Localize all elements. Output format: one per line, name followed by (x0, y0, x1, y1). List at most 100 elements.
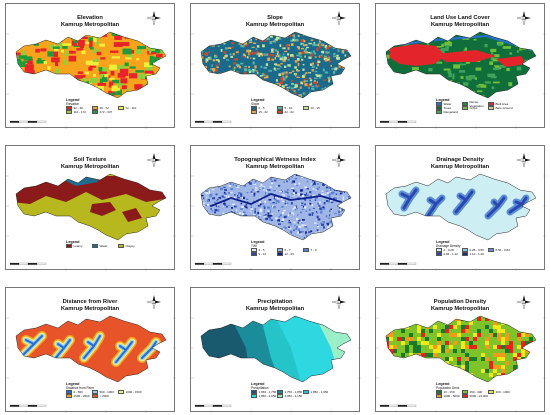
legend-subtitle: Distance from River (66, 386, 94, 390)
legend-swatch (436, 109, 442, 115)
map-title: Population Density (433, 299, 487, 305)
map-legend: Legend Drainage Density 0 - 0.28 0.28 - 0.5… (436, 240, 516, 262)
map-legend: Legend Water Dense Vegetation Built Area Tre… (436, 98, 516, 120)
legend-item: 72 - 110 (118, 105, 144, 111)
map-panel-precipitation: Precipitation Kamrup Metropolitan Legend Pr… (190, 287, 361, 413)
legend-label: Rangeland (443, 110, 459, 114)
scale-bar (9, 262, 47, 265)
scale-bar (194, 404, 232, 407)
map-canvas (6, 295, 176, 413)
map-panel-twi: Topographical Wetness Index Kamrup Metrop… (190, 145, 361, 271)
legend-swatch (92, 243, 98, 249)
legend-label: 5000 - 21,000 (469, 394, 489, 398)
legend-label: Clayey (125, 244, 135, 248)
legend-subtitle: TWI (251, 244, 257, 248)
legend-subtitle: Slope (251, 102, 260, 106)
map-subtitle: Kamrup Metropolitan (60, 163, 120, 170)
map-title: Slope (267, 15, 283, 21)
legend-label: 32 - 49 (73, 106, 83, 110)
legend-swatch (251, 393, 257, 399)
legend-label: 0.84 - 1.12 (443, 252, 458, 256)
legend-label: 172 - 337 (99, 110, 113, 114)
legend-swatch (251, 109, 257, 115)
legend-item: 5000 - 21,000 (462, 393, 489, 399)
map-canvas (376, 295, 546, 413)
legend-swatch (277, 109, 283, 115)
map-canvas (6, 153, 176, 271)
legend-subtitle: Drainage Density (436, 244, 461, 248)
legend-swatch (488, 389, 494, 395)
legend-label: 0 - 5 (258, 106, 265, 110)
legend-item: > 2000 (92, 393, 118, 399)
map-subtitle: Kamrup Metropolitan (430, 21, 490, 28)
north-arrow-icon (331, 11, 346, 26)
map-subtitle: Kamrup Metropolitan (245, 305, 305, 312)
legend-item: Clayey (118, 243, 144, 249)
legend-label: 9 - 12 (258, 252, 267, 256)
legend-label: Water (99, 244, 108, 248)
legend-swatch (66, 393, 72, 399)
legend-swatch (303, 247, 309, 253)
legend-swatch (118, 389, 124, 395)
legend-item: 10 - 15 (303, 105, 329, 111)
map-subtitle: Kamrup Metropolitan (60, 305, 120, 312)
legend-title: Legend (251, 98, 265, 102)
map-canvas (191, 295, 361, 413)
legend-label: 7 - 9 (310, 248, 317, 252)
map-legend: Legend TWI 2 - 5 5 - 7 7 - 9 9 - 12 12 - 23 (251, 240, 331, 262)
map-panel-population-density: Population Density Kamrup Metropolitan Leg… (375, 287, 546, 413)
legend-item: 1500 - 2000 (66, 393, 92, 399)
legend-label: Bare Ground (495, 106, 513, 110)
legend-swatch (303, 389, 309, 395)
legend-item: 110 - 172 (66, 109, 92, 115)
legend-label: 5 - 7 (284, 248, 291, 252)
map-title: Elevation (77, 15, 103, 21)
legend-label: 2,050 - 2,150 (284, 394, 303, 398)
map-panel-slope: Slope Kamrup Metropolitan Legend Slope 0 - 5… (190, 3, 361, 129)
legend-item: 2,050 - 2,150 (277, 393, 303, 399)
legend-swatch (303, 105, 309, 111)
legend-label: 2 - 5 (258, 248, 265, 252)
legend-label: 1000 - 1500 (125, 390, 142, 394)
legend-label: Dense Vegetation (469, 100, 484, 108)
legend-item: Water (92, 243, 118, 249)
legend-swatch (436, 251, 442, 257)
legend-item: 1000 - 1500 (118, 389, 144, 395)
legend-label: 1,650 - 1,750 (258, 390, 277, 394)
legend-label: 15 - 22 (258, 110, 268, 114)
map-legend: Legend Distance from River 0 - 500 500 - 10… (66, 382, 146, 404)
map-title: Precipitation (257, 299, 293, 305)
scale-bar (9, 404, 47, 407)
legend-subtitle: Elevation (66, 102, 80, 106)
map-canvas (376, 153, 546, 271)
legend-label: Loamy (73, 244, 83, 248)
legend-label: 500 - 1000 (99, 390, 114, 394)
legend-swatch (118, 243, 124, 249)
north-arrow-icon (146, 11, 161, 26)
north-arrow-icon (516, 11, 531, 26)
legend-label: 1,950 - 2,050 (258, 394, 277, 398)
map-title: Topographical Wetness Index (234, 157, 316, 163)
map-title: Soil Texture (73, 157, 107, 163)
north-arrow-icon (331, 153, 346, 168)
legend-label: Crops (469, 106, 478, 110)
legend-label: 1.12 - 1.40 (469, 252, 484, 256)
map-subtitle: Kamrup Metropolitan (430, 163, 490, 170)
legend-swatch (462, 105, 468, 111)
map-legend: Legend Loamy Water Clayey (66, 240, 146, 262)
legend-label: 0 - 500 (73, 390, 83, 394)
legend-title: Legend (436, 240, 450, 244)
legend-item: 1,950 - 2,050 (251, 393, 277, 399)
north-arrow-icon (146, 295, 161, 310)
map-panel-soil-texture: Soil Texture Kamrup Metropolitan Legend Loa… (5, 145, 176, 271)
scale-bar (379, 120, 417, 123)
legend-title: Legend (66, 240, 80, 244)
legend-label: > 2000 (99, 394, 109, 398)
map-legend: Legend Elevation 32 - 49 49 - 72 72 - 110 110… (66, 98, 146, 120)
map-title: Land Use Land Cover (430, 15, 490, 21)
legend-swatch (66, 243, 72, 249)
legend-label: 400 - 1000 (495, 390, 510, 394)
legend-swatch (436, 393, 442, 399)
map-legend: Legend Population Dens 10 - 150 150 - 400 40… (436, 382, 516, 404)
map-panel-elevation: Elevation Kamrup Metropolitan Legend Elevat… (5, 3, 176, 129)
